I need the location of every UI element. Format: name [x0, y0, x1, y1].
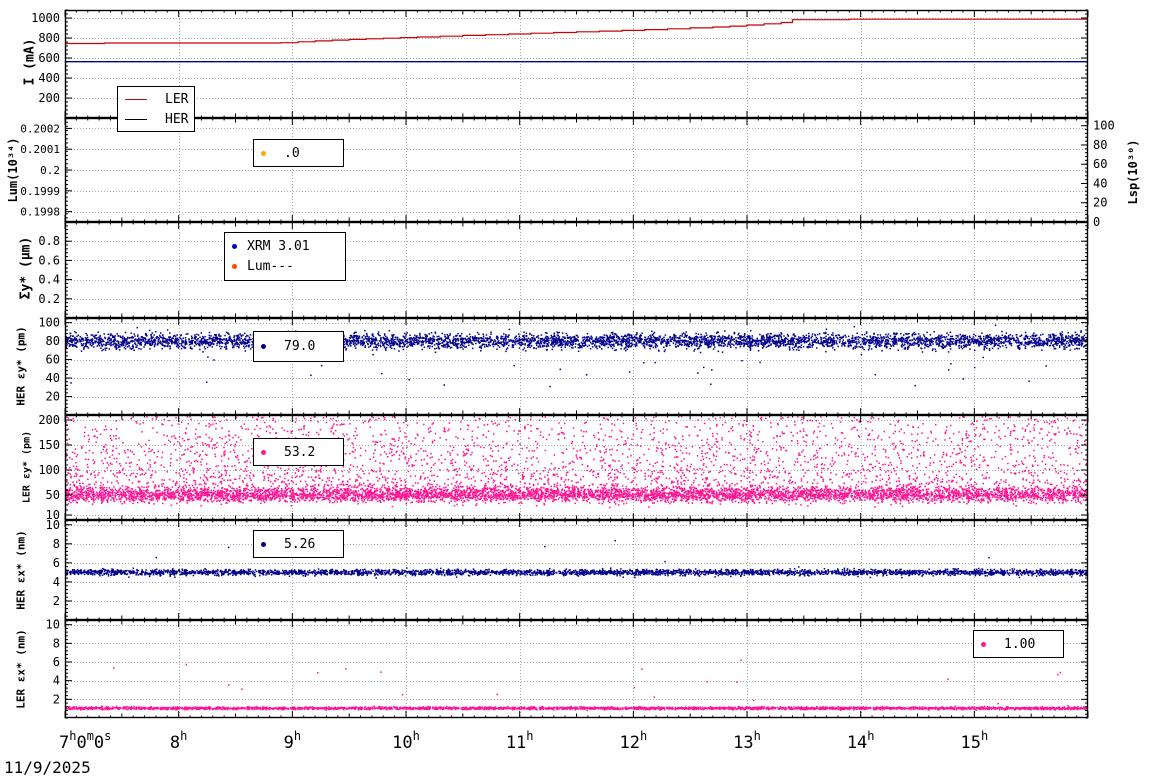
y-axis-label-ler-ey: LER εy* (pm) [21, 430, 33, 504]
legend-value-ler-ex: 1.00 [1004, 636, 1036, 652]
legend-row-ler-ex: 1.00 [981, 634, 1056, 654]
y-axis-label-luminosity: Lum(10³⁴) [6, 137, 20, 203]
her-line-sample [125, 118, 147, 120]
y-axis-label-ler-ex: LER εx* (nm) [14, 629, 28, 709]
lum-dot-marker [261, 150, 266, 156]
y-axis-label-current: I (mA) [22, 38, 38, 86]
legend-value-ler-ey: 53.2 [284, 444, 316, 460]
y-axis-label-her-ex: HER εx* (nm) [14, 530, 28, 610]
legend-row-ler: LER [125, 89, 189, 109]
ler-line-sample [125, 98, 147, 100]
y-axis-label-sigma-y: Σy* (µm) [18, 236, 34, 300]
legend-label-ler: LER [165, 91, 189, 107]
lum-sigma-dot-marker [232, 264, 237, 269]
legend-row-xrm: XRM 3.01 [232, 237, 338, 257]
legend-row-her: HER [125, 109, 189, 129]
legend-her-ex: 5.26 [253, 530, 344, 558]
legend-label-lum-sigma: Lum--- [247, 259, 294, 274]
legend-row-ler-ey: 53.2 [261, 442, 336, 462]
ler-ey-dot-marker [261, 449, 266, 455]
her-ey-dot-marker [261, 344, 266, 349]
legend-value-her-ey: 79.0 [284, 339, 316, 354]
legend-label-her: HER [165, 111, 189, 127]
legend-sigma-y: XRM 3.01 Lum--- [224, 232, 346, 281]
legend-row-her-ey: 79.0 [261, 337, 336, 357]
y-axis-label-lsp: Lsp(10³⁰) [1126, 139, 1140, 205]
legend-ler-ey: 53.2 [253, 438, 344, 466]
legend-value-lum: .0 [284, 145, 300, 161]
legend-luminosity: .0 [253, 139, 344, 167]
legend-row-lum-sigma: Lum--- [232, 257, 338, 277]
legend-her-ey: 79.0 [253, 331, 344, 362]
ler-ex-dot-marker [981, 641, 986, 647]
legend-ler-ex: 1.00 [973, 630, 1064, 658]
legend-row-her-ex: 5.26 [261, 534, 336, 554]
legend-value-her-ex: 5.26 [284, 536, 316, 552]
date-label: 11/9/2025 [4, 758, 91, 777]
legend-label-xrm: XRM 3.01 [247, 239, 310, 254]
legend-row-lum: .0 [261, 143, 336, 163]
y-axis-label-her-ey: HER εy* (pm) [14, 326, 28, 406]
her-ex-dot-marker [261, 541, 266, 547]
legend-beam-current: LER HER [117, 86, 195, 132]
xrm-dot-marker [232, 244, 237, 249]
